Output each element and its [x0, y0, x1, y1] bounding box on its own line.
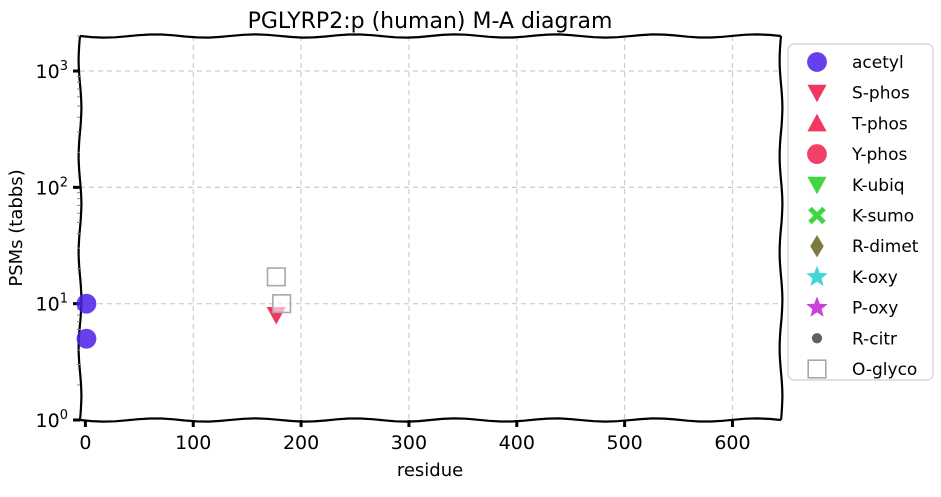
legend-entry-p-oxy: P-oxy: [806, 296, 898, 319]
axis-frame-right: [778, 35, 784, 421]
legend-label: K-oxy: [852, 268, 898, 288]
axes: 0 100 200 300 400 500 600 100 101 102 103: [36, 33, 784, 454]
legend-label: R-dimet: [852, 237, 919, 257]
x-tick-label: 400: [499, 432, 535, 454]
legend-marker: [811, 333, 823, 344]
legend-entry-o-glyco: O-glyco: [807, 359, 917, 380]
legend-marker: [807, 144, 827, 165]
axis-frame-top: [79, 33, 782, 39]
x-tick-label: 600: [714, 432, 750, 454]
x-tick-label: 300: [391, 432, 427, 454]
legend-marker: [807, 359, 827, 379]
x-tick-label: 0: [79, 432, 91, 454]
axis-frame-left: [77, 35, 83, 421]
x-tick-label: 500: [606, 432, 642, 454]
axis-frame-bottom: [79, 417, 782, 423]
x-tick-label: 200: [283, 432, 319, 454]
grid: [80, 36, 781, 420]
legend-marker: [806, 296, 828, 317]
data-point-acetyl: [76, 293, 97, 314]
legend-marker: [810, 235, 824, 258]
y-tick-label: 100: [36, 408, 68, 432]
legend-marker: [808, 206, 826, 225]
legend-label: O-glyco: [852, 360, 917, 380]
legend-label: acetyl: [852, 53, 904, 73]
legend-entry-s-phos: S-phos: [807, 84, 910, 104]
legend-label: K-sumo: [852, 207, 914, 227]
legend-entry-r-citr: R-citr: [811, 329, 897, 349]
y-tick-label: 103: [36, 59, 68, 83]
legend-entry-acetyl: acetyl: [807, 52, 904, 73]
legend-entry-y-phos: Y-phos: [807, 144, 907, 165]
legend-label: S-phos: [852, 84, 910, 104]
plot-markers: [76, 267, 292, 349]
legend-entry-t-phos: T-phos: [807, 113, 908, 134]
legend: acetyl S-phos T-phos Y-phos K-ubiq K-sumo R-di…: [787, 43, 934, 381]
legend-label: T-phos: [851, 114, 908, 134]
legend-marker: [807, 176, 827, 195]
legend-marker: [807, 113, 827, 132]
legend-label: R-citr: [852, 329, 897, 349]
y-tick-label: 101: [36, 292, 68, 316]
legend-entry-r-dimet: R-dimet: [810, 235, 919, 258]
y-tick-label: 102: [36, 175, 68, 199]
chart-title: PGLYRP2:p (human) M-A diagram: [248, 9, 613, 34]
legend-label: K-ubiq: [852, 176, 905, 196]
data-point-acetyl: [76, 328, 97, 349]
legend-marker: [807, 84, 827, 103]
y-axis-label: PSMs (tabbs): [6, 169, 27, 286]
x-tick-label: 100: [175, 432, 211, 454]
data-point-o-glyco: [266, 267, 286, 287]
legend-entry-k-sumo: K-sumo: [808, 207, 914, 227]
legend-marker: [807, 52, 827, 72]
legend-entry-k-oxy: K-oxy: [806, 265, 898, 288]
legend-entry-k-ubiq: K-ubiq: [807, 176, 905, 196]
legend-marker: [806, 265, 828, 286]
legend-label: P-oxy: [852, 299, 898, 319]
legend-label: Y-phos: [851, 145, 907, 165]
data-point-o-glyco: [272, 294, 292, 314]
x-axis-label: residue: [397, 460, 463, 481]
